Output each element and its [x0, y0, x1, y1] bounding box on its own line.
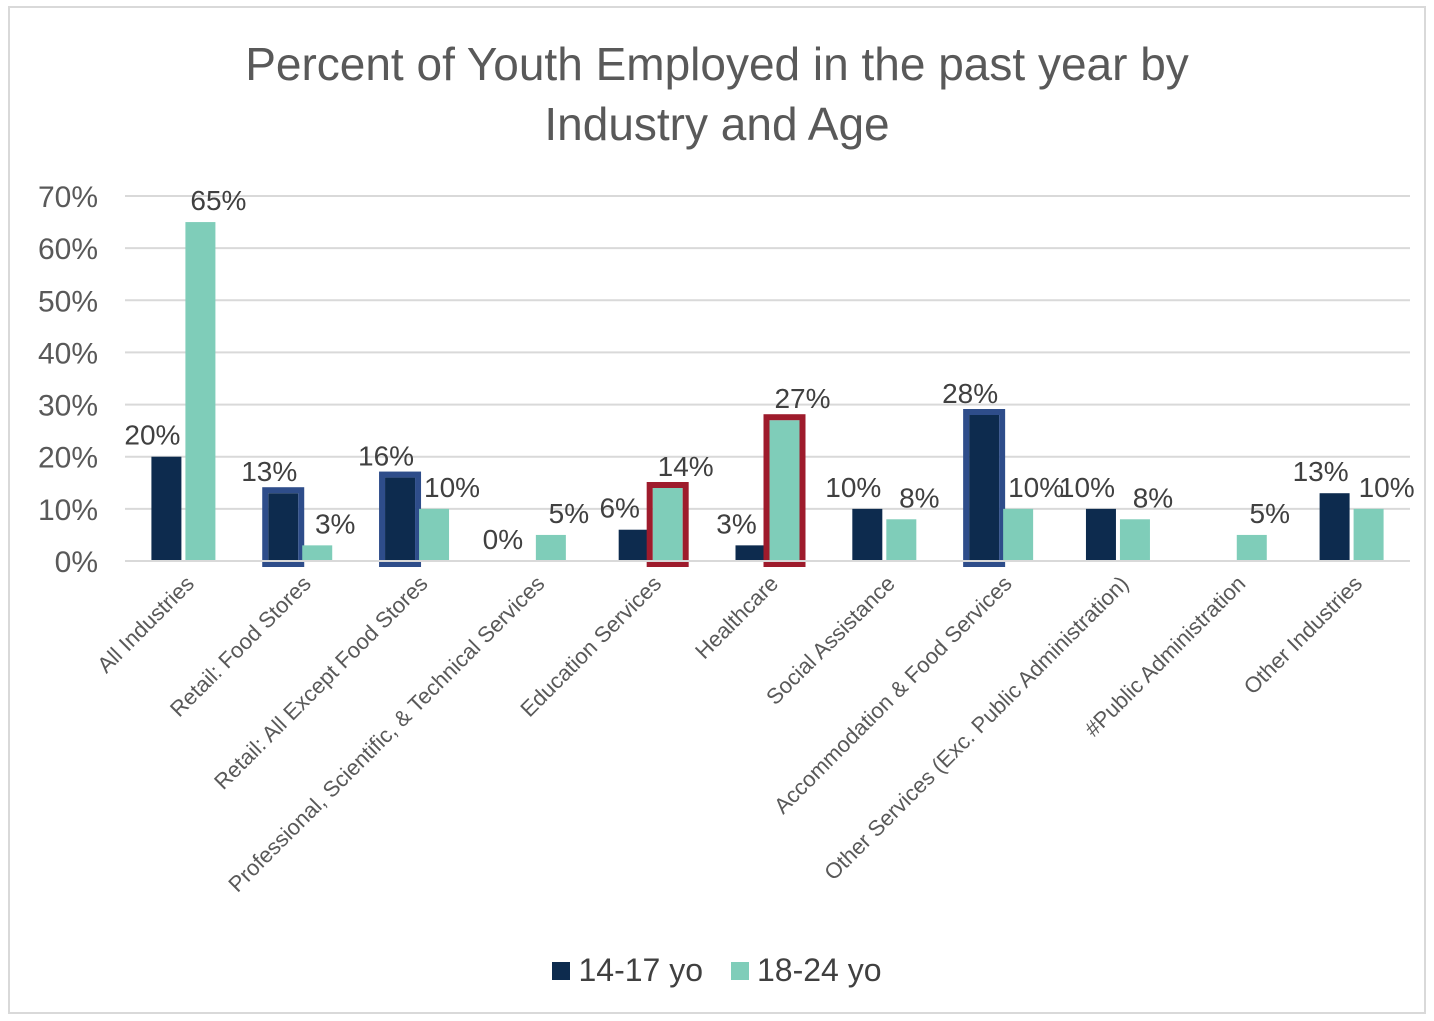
bar-series-2: [769, 420, 800, 561]
x-tick-label: Social Assistance: [761, 571, 900, 710]
data-label: 3%: [315, 508, 355, 539]
x-tick-label: Accommodation & Food Services: [769, 571, 1017, 819]
bar-series-2: [1353, 508, 1384, 561]
data-label: 6%: [599, 493, 639, 524]
data-label: 10%: [825, 472, 881, 503]
y-tick-label: 30%: [38, 390, 98, 423]
data-label: 13%: [241, 456, 297, 487]
bar-series-2: [652, 488, 683, 561]
data-label: 8%: [1133, 482, 1173, 513]
bar-series-1: [151, 456, 182, 561]
legend-label-series-1: 14-17 yo: [578, 952, 703, 988]
legend-item-series-2: 18-24 yo: [731, 952, 882, 989]
bar-series-2: [535, 534, 566, 561]
y-tick-label: 20%: [38, 442, 98, 475]
y-tick-label: 60%: [38, 233, 98, 266]
bar-series-1: [969, 415, 1000, 561]
legend-label-series-2: 18-24 yo: [757, 952, 882, 988]
data-label: 10%: [1359, 472, 1415, 503]
bar-series-2: [1119, 519, 1150, 561]
y-tick-label: 10%: [38, 494, 98, 527]
bar-series-2: [886, 519, 917, 561]
chart-title-line-2: Industry and Age: [544, 98, 890, 150]
data-label: 14%: [658, 451, 714, 482]
data-label: 16%: [358, 441, 414, 472]
data-label: 5%: [549, 498, 589, 529]
bar-series-1: [268, 493, 299, 561]
x-tick-label: Retail: All Except Food Stores: [209, 571, 432, 794]
data-label: 13%: [1293, 456, 1349, 487]
bar-series-2: [302, 545, 333, 561]
legend-swatch-series-1: [552, 961, 571, 980]
bar-series-1: [618, 529, 649, 561]
highlight-box: [763, 414, 806, 568]
data-label: 10%: [424, 472, 480, 503]
x-tick-label: All Industries: [92, 571, 199, 678]
chart-title-line-1: Percent of Youth Employed in the past ye…: [245, 38, 1189, 90]
y-tick-label: 40%: [38, 337, 98, 370]
legend: 14-17 yo 18-24 yo: [0, 952, 1434, 989]
bar-series-1: [385, 477, 416, 561]
data-label: 65%: [190, 185, 246, 216]
bar-series-1: [735, 545, 766, 561]
data-label: 27%: [774, 383, 830, 414]
x-tick-label: Healthcare: [690, 571, 783, 664]
y-tick-label: 0%: [55, 546, 98, 579]
y-tick-label: 70%: [38, 181, 98, 214]
data-label: 0%: [483, 524, 523, 555]
legend-swatch-series-2: [731, 961, 749, 980]
bar-series-1: [852, 508, 883, 561]
chart-frame: [8, 6, 1426, 1014]
data-label: 3%: [716, 508, 756, 539]
x-tick-label: Other Industries: [1239, 571, 1367, 699]
bar-series-1: [1085, 508, 1116, 561]
y-tick-label: 50%: [38, 285, 98, 318]
highlight-box: [646, 482, 689, 567]
data-label: 20%: [124, 420, 180, 451]
highlight-box: [262, 487, 305, 568]
bar-series-2: [1003, 508, 1034, 561]
bar-series-2: [419, 508, 450, 561]
highlight-box: [963, 409, 1006, 567]
bar-series-2: [1236, 534, 1267, 561]
highlight-box: [379, 471, 422, 568]
bar-series-2: [185, 222, 216, 562]
data-label: 28%: [942, 378, 998, 409]
legend-item-series-1: 14-17 yo: [552, 952, 703, 989]
bar-series-1: [1319, 493, 1350, 561]
data-label: 8%: [899, 482, 939, 513]
data-label: 5%: [1250, 498, 1290, 529]
chart-title: Percent of Youth Employed in the past ye…: [0, 34, 1434, 154]
data-label: 10%: [1059, 472, 1115, 503]
data-label: 10%: [1008, 472, 1064, 503]
